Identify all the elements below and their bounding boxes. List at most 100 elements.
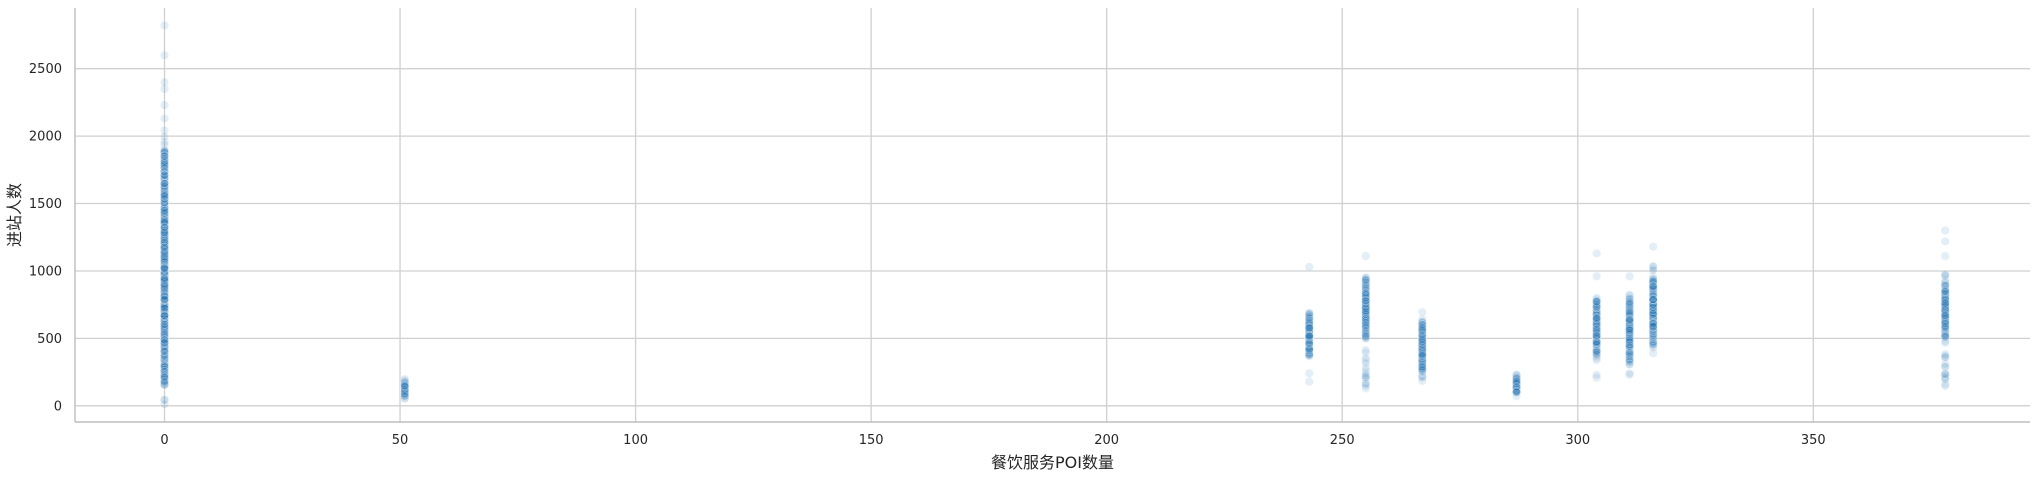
data-point bbox=[1625, 329, 1635, 339]
data-point bbox=[1625, 314, 1635, 324]
data-point bbox=[160, 324, 169, 334]
data-point bbox=[1940, 269, 1950, 279]
data-point bbox=[1361, 288, 1371, 298]
data-point bbox=[1304, 316, 1314, 325]
data-point bbox=[1648, 308, 1658, 318]
data-point bbox=[1648, 283, 1658, 293]
data-point bbox=[1625, 370, 1635, 380]
data-point bbox=[1304, 310, 1314, 320]
data-point bbox=[1592, 313, 1602, 323]
data-point bbox=[1304, 321, 1314, 331]
data-point bbox=[160, 330, 169, 340]
data-point bbox=[160, 318, 169, 328]
data-point bbox=[1592, 317, 1602, 327]
data-point bbox=[1361, 315, 1371, 325]
data-point bbox=[160, 283, 169, 293]
data-point bbox=[1361, 316, 1371, 326]
data-point bbox=[1361, 310, 1371, 319]
data-point bbox=[160, 285, 169, 295]
data-point bbox=[1625, 320, 1635, 330]
data-point bbox=[160, 255, 169, 265]
data-point bbox=[1625, 271, 1635, 281]
data-point bbox=[1592, 329, 1602, 339]
data-point bbox=[160, 282, 169, 292]
data-point bbox=[160, 263, 169, 273]
data-point bbox=[1417, 371, 1427, 381]
data-point bbox=[160, 282, 169, 292]
data-point bbox=[160, 372, 169, 382]
data-point bbox=[1592, 340, 1602, 349]
data-point bbox=[1592, 336, 1602, 346]
data-point bbox=[1417, 357, 1427, 367]
data-point bbox=[1417, 349, 1427, 359]
data-point bbox=[1417, 337, 1427, 347]
data-point bbox=[160, 372, 169, 382]
data-point bbox=[1592, 318, 1602, 328]
data-point bbox=[1361, 321, 1371, 331]
data-point bbox=[160, 319, 169, 328]
data-point bbox=[1417, 346, 1427, 356]
data-point bbox=[1592, 328, 1602, 338]
data-point bbox=[160, 324, 169, 334]
data-point bbox=[160, 184, 169, 194]
data-point bbox=[1361, 305, 1371, 315]
data-point bbox=[1417, 357, 1427, 367]
data-point bbox=[1417, 323, 1427, 333]
data-point bbox=[1304, 350, 1314, 359]
data-point bbox=[160, 253, 169, 263]
data-point bbox=[1417, 352, 1427, 362]
data-point bbox=[160, 250, 169, 260]
data-point bbox=[160, 206, 169, 216]
data-point bbox=[1361, 310, 1371, 320]
data-point bbox=[1625, 337, 1635, 347]
data-point bbox=[1625, 307, 1635, 317]
data-point bbox=[1592, 317, 1602, 327]
data-point bbox=[1625, 342, 1635, 352]
data-point bbox=[160, 317, 169, 327]
data-point bbox=[160, 252, 169, 262]
data-point bbox=[160, 373, 169, 382]
data-point bbox=[1304, 322, 1314, 332]
data-point bbox=[1592, 318, 1602, 328]
data-point bbox=[160, 284, 169, 294]
data-point bbox=[1625, 316, 1635, 326]
data-point bbox=[160, 322, 169, 332]
data-point bbox=[1361, 322, 1371, 332]
data-point bbox=[1648, 303, 1658, 313]
data-point bbox=[1417, 327, 1427, 337]
data-point bbox=[160, 304, 169, 314]
data-point bbox=[1512, 382, 1521, 392]
data-point bbox=[160, 279, 169, 289]
data-point bbox=[1592, 340, 1602, 350]
data-point bbox=[1361, 296, 1371, 306]
data-point bbox=[160, 304, 169, 314]
data-point bbox=[160, 285, 169, 295]
data-point bbox=[160, 196, 169, 206]
data-point bbox=[160, 300, 169, 309]
data-point bbox=[160, 270, 169, 280]
data-point bbox=[1592, 310, 1602, 320]
data-point bbox=[1417, 327, 1427, 337]
data-point bbox=[1625, 350, 1635, 360]
data-point bbox=[1625, 315, 1635, 325]
data-point bbox=[1417, 346, 1427, 356]
data-point bbox=[1304, 328, 1314, 338]
data-point bbox=[160, 140, 169, 150]
data-point bbox=[1417, 335, 1427, 345]
data-point bbox=[1625, 326, 1635, 335]
data-point bbox=[160, 357, 169, 367]
data-point bbox=[1417, 338, 1427, 348]
data-point bbox=[1417, 350, 1427, 360]
data-point bbox=[1304, 335, 1314, 345]
data-point bbox=[1625, 315, 1635, 325]
data-point bbox=[1648, 302, 1658, 312]
data-point bbox=[1648, 317, 1658, 327]
data-point bbox=[1361, 273, 1371, 283]
data-point bbox=[160, 219, 169, 228]
data-point bbox=[160, 259, 169, 269]
data-point bbox=[160, 249, 169, 258]
data-point bbox=[1625, 316, 1635, 326]
data-point bbox=[160, 248, 169, 258]
data-point bbox=[160, 208, 169, 218]
data-point bbox=[160, 254, 169, 264]
